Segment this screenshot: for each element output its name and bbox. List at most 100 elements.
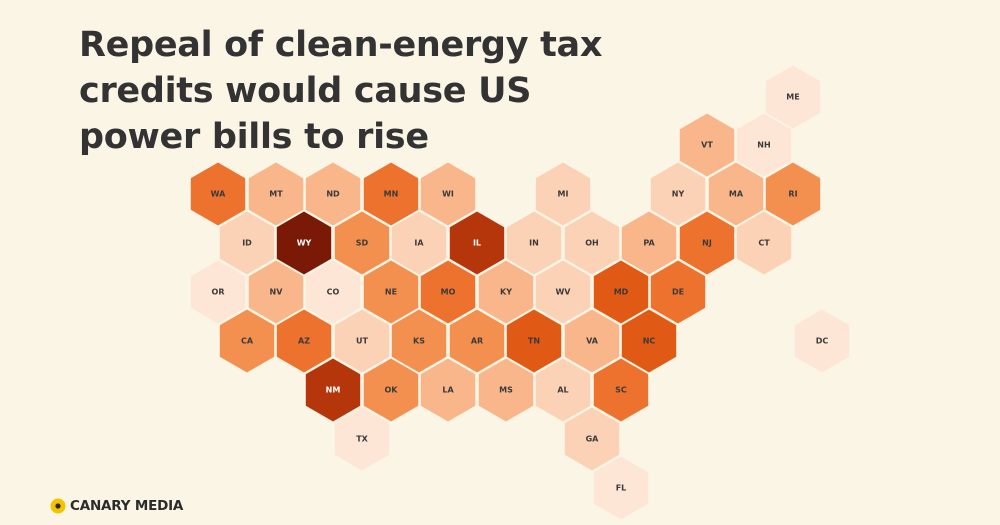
state-hex-tx: TX [333, 406, 391, 472]
state-hex-shape [247, 259, 305, 325]
state-label: WI [442, 190, 454, 199]
state-label: TN [528, 337, 540, 346]
state-hex-dc: DC [793, 308, 851, 374]
canary-logo-icon [50, 498, 66, 514]
state-label: WY [297, 239, 312, 248]
state-label: NV [270, 288, 284, 297]
state-label: VT [701, 141, 713, 150]
state-hex-shape [534, 161, 592, 227]
state-hex-co: CO [304, 259, 362, 325]
state-label: VA [586, 337, 599, 346]
state-label: ID [242, 239, 252, 248]
state-hex-shape [275, 308, 333, 374]
state-hex-shape [793, 308, 851, 374]
page-title: Repeal of clean-energy tax credits would… [79, 25, 603, 157]
state-hex-ct: CT [735, 210, 793, 276]
state-hex-ar: AR [448, 308, 506, 374]
state-label: MN [384, 190, 399, 199]
state-hex-ks: KS [390, 308, 448, 374]
state-hex-shape [275, 210, 333, 276]
state-hex-va: VA [563, 308, 621, 374]
state-hex-wv: WV [534, 259, 592, 325]
brand-logo: CANARY MEDIA [50, 496, 183, 516]
state-hex-shape [477, 259, 535, 325]
state-hex-nd: ND [304, 161, 362, 227]
state-label: MA [729, 190, 744, 199]
state-hex-shape [620, 308, 678, 374]
state-hex-shape [304, 161, 362, 227]
state-hex-wy: WY [275, 210, 333, 276]
state-label: RI [788, 190, 797, 199]
state-hex-id: ID [218, 210, 276, 276]
state-label: NC [643, 337, 656, 346]
state-label: SC [615, 386, 627, 395]
state-hex-shape [218, 308, 276, 374]
state-label: GA [586, 435, 600, 444]
state-label: CT [758, 239, 770, 248]
state-hex-shape [735, 112, 793, 178]
state-label: ND [326, 190, 340, 199]
state-hex-ia: IA [390, 210, 448, 276]
state-hex-sc: SC [592, 357, 650, 423]
state-hex-in: IN [505, 210, 563, 276]
state-label: IA [414, 239, 424, 248]
state-hex-shape [649, 161, 707, 227]
state-hex-ma: MA [707, 161, 765, 227]
state-label: OK [385, 386, 399, 395]
state-label: MT [269, 190, 283, 199]
state-label: DC [816, 337, 829, 346]
state-label: AR [471, 337, 483, 346]
state-hex-wi: WI [419, 161, 477, 227]
state-hex-shape [707, 161, 765, 227]
state-label: MO [441, 288, 456, 297]
state-label: TX [356, 435, 368, 444]
state-label: IL [473, 239, 481, 248]
state-hex-shape [592, 259, 650, 325]
state-hex-shape [247, 161, 305, 227]
state-hex-ut: UT [333, 308, 391, 374]
state-hex-oh: OH [563, 210, 621, 276]
state-hex-vt: VT [678, 112, 736, 178]
state-hex-shape [304, 259, 362, 325]
state-hex-shape [218, 210, 276, 276]
state-hex-pa: PA [620, 210, 678, 276]
state-hex-shape [362, 259, 420, 325]
state-hex-shape [304, 357, 362, 423]
state-label: FL [616, 484, 627, 493]
state-hex-ca: CA [218, 308, 276, 374]
state-hex-shape [735, 210, 793, 276]
state-hex-shape [764, 161, 822, 227]
state-hex-shape [592, 455, 650, 521]
state-label: OR [212, 288, 225, 297]
state-label: NE [385, 288, 397, 297]
state-label: MI [558, 190, 569, 199]
state-hex-shape [419, 259, 477, 325]
state-hex-il: IL [448, 210, 506, 276]
state-label: CO [327, 288, 340, 297]
state-hex-md: MD [592, 259, 650, 325]
state-hex-mi: MI [534, 161, 592, 227]
brand-name: CANARY MEDIA [70, 498, 184, 514]
state-hex-shape [563, 406, 621, 472]
state-label: OH [585, 239, 599, 248]
state-hex-shape [563, 210, 621, 276]
state-label: LA [442, 386, 454, 395]
state-label: AL [557, 386, 568, 395]
state-hex-shape [419, 161, 477, 227]
state-label: NJ [702, 239, 712, 248]
state-hex-me: ME [764, 64, 822, 130]
state-label: PA [643, 239, 655, 248]
state-hex-shape [333, 406, 391, 472]
state-hex-shape [362, 357, 420, 423]
state-label: MS [499, 386, 513, 395]
state-label: NM [326, 386, 341, 395]
state-hex-shape [592, 357, 650, 423]
state-hex-ky: KY [477, 259, 535, 325]
state-hex-shape [333, 308, 391, 374]
state-label: AZ [298, 337, 310, 346]
state-hex-ms: MS [477, 357, 535, 423]
state-hex-sd: SD [333, 210, 391, 276]
state-hex-nh: NH [735, 112, 793, 178]
state-hex-ri: RI [764, 161, 822, 227]
